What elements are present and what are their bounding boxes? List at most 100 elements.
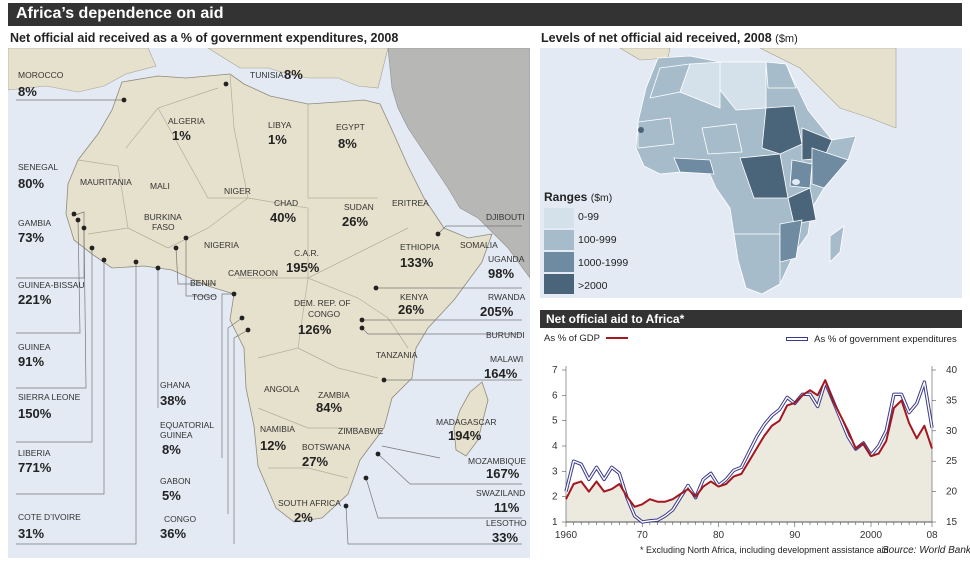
chart-title-bar: Net official aid to Africa* [540, 310, 962, 328]
label-cameroon: CAMEROON [228, 268, 278, 278]
tunisia-dot [223, 81, 229, 87]
legend-gov-label: As % of government expenditures [814, 334, 957, 345]
y-right-tick-label: 40 [946, 365, 958, 376]
value-namibia: 12% [260, 438, 286, 453]
y-left-tick-label: 3 [552, 466, 558, 477]
label-lesotho: LESOTHO [486, 518, 527, 528]
label-mauritania: MAURITANIA [80, 177, 132, 187]
range-label-4: >2000 [578, 280, 608, 292]
legend-gdp: As % of GDP [544, 333, 629, 344]
label-sudan: SUDAN [344, 202, 374, 212]
region-egypt [765, 61, 797, 89]
value-south-africa: 2% [294, 510, 313, 525]
label-nigeria: NIGERIA [204, 240, 239, 250]
label-uganda: UGANDA [488, 254, 525, 264]
djibouti-dot [435, 231, 441, 237]
x-tick-label: 08 [926, 530, 938, 541]
benin-dot [173, 245, 179, 251]
label-egypt: EGYPT [336, 122, 365, 132]
region-mozambique [779, 219, 803, 263]
page-title: Africa’s dependence on aid [16, 5, 224, 22]
country-dots [71, 81, 441, 509]
chart-footnote: * Excluding North Africa, including deve… [640, 545, 889, 555]
value-guinea-bissau: 221% [18, 292, 52, 307]
togo-dot [183, 235, 189, 241]
right-heading-unit: ($m) [775, 33, 798, 45]
label-malawi: MALAWI [490, 354, 523, 364]
label-tunisia: TUNISIA [250, 70, 284, 80]
label-djibouti: DJIBOUTI [486, 212, 525, 222]
value-rwanda: 205% [480, 304, 514, 319]
label-algeria: ALGERIA [168, 116, 205, 126]
range-label-2: 100-999 [578, 234, 617, 246]
senegal-dot [71, 211, 77, 217]
value-mozambique: 167% [486, 466, 520, 481]
value-uganda: 98% [488, 266, 514, 281]
y-right-tick-label: 25 [946, 456, 958, 467]
label-togo: TOGO [192, 292, 217, 302]
guinea-dot [89, 245, 95, 251]
value-madagascar: 194% [448, 428, 482, 443]
value-libya: 1% [268, 132, 287, 147]
country-labels: MOROCCO 8% TUNISIA 8% ALGERIA 1% LIBYA 1… [18, 67, 527, 545]
label-morocco: MOROCCO [18, 70, 64, 80]
label-gambia: GAMBIA [18, 218, 51, 228]
guinea-bissau-dot [81, 225, 87, 231]
label-south-africa: SOUTH AFRICA [278, 498, 341, 508]
cote-divoire-dot [155, 265, 161, 271]
value-botswana: 27% [302, 454, 328, 469]
label-chad: CHAD [274, 198, 298, 208]
label-niger: NIGER [224, 186, 251, 196]
value-kenya: 26% [398, 302, 424, 317]
y-left-tick-label: 2 [552, 492, 558, 503]
rwanda-dot [359, 317, 365, 323]
range-label-1: 0-99 [578, 211, 600, 223]
label-angola: ANGOLA [264, 384, 300, 394]
label-car: C.A.R. [294, 248, 319, 258]
y-right-tick-label: 15 [946, 517, 958, 528]
label-benin: BENIN [190, 278, 216, 288]
cape-verde-marker [638, 127, 644, 133]
value-chad: 40% [270, 210, 296, 225]
x-tick-label: 2000 [860, 530, 883, 541]
label-guinea: GUINEA [18, 342, 51, 352]
x-tick-label: 70 [637, 530, 649, 541]
region-algeria [679, 61, 721, 109]
value-gabon: 5% [162, 488, 181, 503]
label-eritrea: ERITREA [392, 198, 429, 208]
country-borders [77, 73, 409, 479]
label-rwanda: RWANDA [488, 292, 526, 302]
label-tanzania: TANZANIA [376, 350, 418, 360]
value-egypt: 8% [338, 136, 357, 151]
label-drc-2: CONGO [308, 309, 341, 319]
right-arabia-land [759, 47, 897, 129]
ranges-title: Ranges ($m) [544, 190, 612, 204]
congo-dot [245, 327, 251, 333]
y-right-tick-label: 30 [946, 426, 958, 437]
swaziland-dot [363, 475, 369, 481]
left-heading: Net official aid received as a % of gove… [10, 31, 399, 45]
lesotho-dot [343, 503, 349, 509]
label-kenya: KENYA [400, 292, 429, 302]
value-gambia: 73% [18, 230, 44, 245]
legend-gdp-swatch [606, 337, 629, 340]
value-tunisia: 8% [284, 67, 303, 82]
label-madagascar: MADAGASCAR [436, 417, 496, 427]
y-left-tick-label: 4 [552, 441, 558, 452]
ranges-legend: Ranges ($m) 0-99 100-999 1000-1999 >2000 [544, 190, 628, 294]
europe-land-2 [206, 47, 389, 89]
label-equatorial-guinea-2: GUINEA [160, 430, 193, 440]
region-mauritania [637, 117, 675, 149]
label-mali: MALI [150, 181, 170, 191]
right-heading-text: Levels of net official aid received, 200… [541, 31, 772, 45]
value-ethiopia: 133% [400, 255, 434, 270]
aid-percent-map: MOROCCO 8% TUNISIA 8% ALGERIA 1% LIBYA 1… [7, 47, 531, 558]
legend-gov-swatch [786, 337, 808, 342]
value-liberia: 771% [18, 460, 52, 475]
region-sudan [761, 105, 803, 155]
leader-lines [16, 99, 522, 545]
label-drc: DEM. REP. OF [294, 298, 351, 308]
y-left-tick-label: 6 [552, 390, 558, 401]
malawi-dot [381, 377, 387, 383]
gdp-series-line [565, 379, 933, 508]
